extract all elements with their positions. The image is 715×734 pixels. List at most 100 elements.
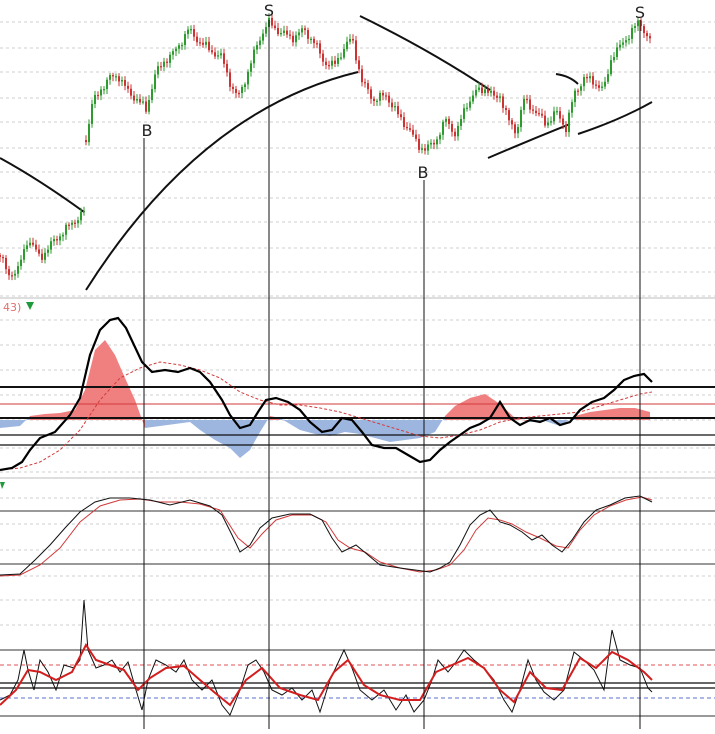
candle-body-79 — [235, 89, 237, 93]
trend-line-5 — [577, 101, 653, 135]
candle-body-71 — [211, 50, 213, 53]
histogram-bar-21 — [260, 416, 270, 432]
candle-body-160 — [478, 87, 480, 90]
candle-body-97 — [289, 34, 291, 36]
candle-body-114 — [340, 57, 342, 59]
candle-body-212 — [634, 26, 636, 28]
candle-body-70 — [208, 41, 210, 51]
candle-body-65 — [193, 29, 195, 37]
candle-body-154 — [460, 118, 462, 126]
trend-lines — [0, 15, 653, 291]
trend-line-4 — [555, 73, 579, 85]
oscillator-signal-line — [0, 361, 653, 471]
candle-body-126 — [376, 100, 378, 102]
candle-body-150 — [448, 118, 450, 125]
indicator-lines — [0, 316, 653, 716]
candle-body-18 — [53, 239, 55, 242]
signal-label-b1: B — [142, 121, 153, 140]
candle-body-139 — [415, 134, 417, 139]
candle-body-0 — [0, 255, 1, 257]
candle-body-179 — [535, 110, 537, 114]
candle-body-180 — [538, 113, 540, 115]
candle-body-58 — [172, 51, 174, 55]
price-candles — [0, 13, 651, 489]
candle-body-59 — [175, 48, 177, 52]
histogram-bar-32 — [405, 420, 420, 440]
candle-body-175 — [523, 98, 525, 110]
candle-body-117 — [349, 38, 351, 42]
histogram-bar-24 — [290, 420, 300, 430]
candle-body-78 — [232, 86, 234, 90]
candle-body-67 — [199, 42, 201, 44]
oscillator-main-line — [0, 316, 653, 472]
candle-body-151 — [451, 124, 453, 132]
candle-body-200 — [598, 85, 600, 88]
histogram-bar-8 — [105, 340, 115, 420]
candle-body-183 — [547, 122, 549, 126]
candle-body-41 — [121, 79, 123, 82]
signal-label-s1: S — [264, 1, 274, 20]
candle-body-86 — [256, 45, 258, 50]
candle-body-26 — [77, 220, 79, 224]
candle-body-60 — [178, 45, 180, 49]
candle-body-199 — [595, 84, 597, 86]
candle-body-192 — [574, 90, 576, 103]
candle-body-169 — [505, 107, 507, 111]
candle-body-4 — [11, 275, 13, 277]
candle-body-106 — [316, 43, 318, 45]
candle-body-13 — [38, 249, 40, 254]
candle-body-115 — [343, 49, 345, 58]
candle-body-158 — [472, 95, 474, 102]
candle-body-54 — [160, 66, 162, 68]
candle-body-81 — [241, 87, 243, 94]
candle-body-217 — [649, 36, 651, 39]
candle-body-55 — [163, 61, 165, 67]
candle-body-213 — [637, 20, 639, 27]
candle-body-204 — [610, 60, 612, 75]
candle-body-88 — [262, 33, 264, 41]
candle-body-203 — [607, 74, 609, 82]
candle-body-157 — [469, 101, 471, 108]
candle-body-32 — [94, 94, 96, 104]
histogram-bar-15 — [190, 420, 200, 430]
candle-body-33 — [97, 94, 99, 97]
histogram-bar-13 — [160, 420, 175, 426]
signal-label-b2: B — [418, 163, 429, 182]
candle-body-1 — [2, 257, 4, 259]
candle-body-116 — [346, 41, 348, 50]
candle-body-42 — [124, 79, 126, 86]
candle-body-39 — [115, 76, 117, 78]
candle-body-170 — [508, 110, 510, 121]
candle-body-63 — [187, 29, 189, 35]
candle-body-11 — [32, 242, 34, 245]
candle-body-140 — [418, 138, 420, 150]
histogram-bar-30 — [375, 420, 390, 442]
candle-body-206 — [616, 47, 618, 58]
candle-body-31 — [91, 103, 93, 124]
candle-body-36 — [106, 79, 108, 90]
candle-body-127 — [379, 92, 381, 101]
candle-body-2 — [5, 257, 7, 270]
candle-body-12 — [35, 244, 37, 250]
candle-body-216 — [646, 33, 648, 37]
candle-body-146 — [436, 139, 438, 145]
candle-body-15 — [44, 252, 46, 260]
candle-body-135 — [403, 117, 405, 127]
candle-body-82 — [244, 84, 246, 88]
histogram-bar-25 — [300, 420, 315, 434]
candle-body-47 — [139, 99, 141, 103]
candle-body-35 — [103, 89, 105, 91]
candle-body-109 — [325, 61, 327, 66]
candle-body-30 — [88, 123, 90, 143]
candle-body-189 — [565, 124, 567, 133]
candle-body-50 — [148, 99, 150, 112]
candle-body-195 — [583, 77, 585, 87]
candle-body-142 — [424, 148, 426, 151]
candle-body-159 — [475, 89, 477, 96]
momentum-smoothed-line — [0, 643, 653, 707]
candle-body-215 — [643, 26, 645, 34]
candle-body-162 — [484, 89, 486, 94]
candle-body-112 — [334, 60, 336, 64]
